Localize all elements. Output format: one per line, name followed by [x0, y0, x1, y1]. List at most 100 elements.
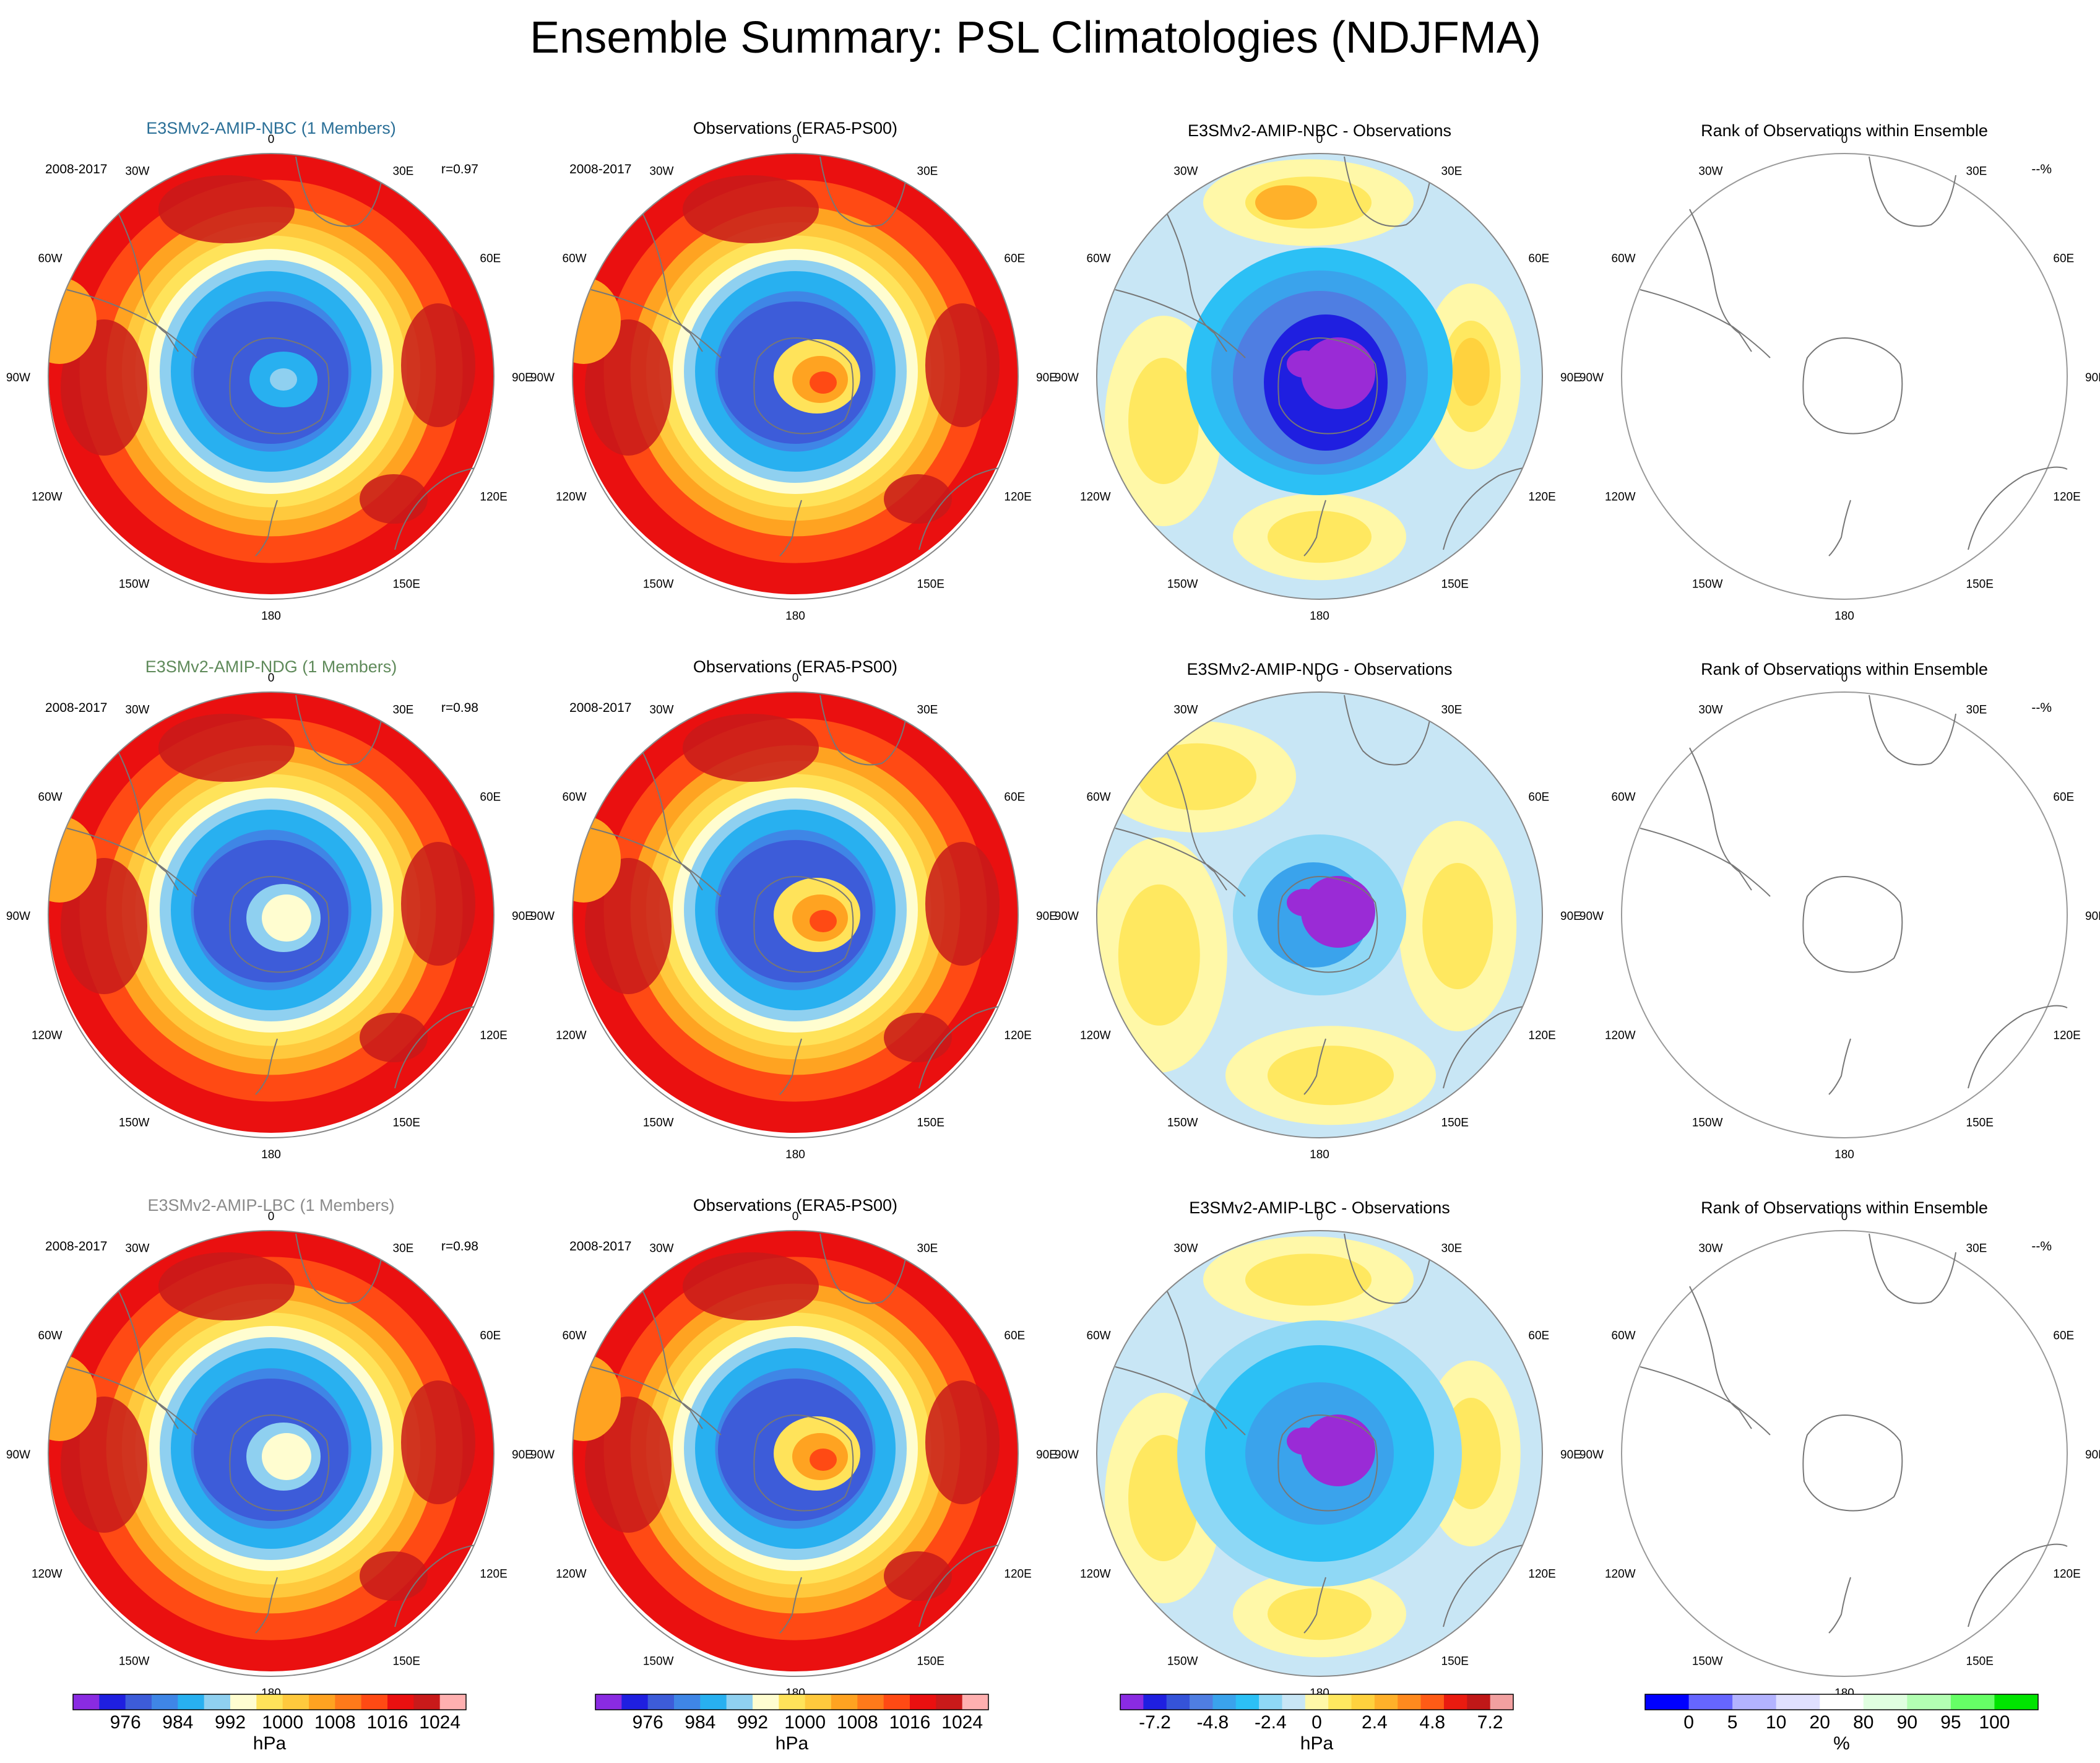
colorbar-swatch: [1305, 1694, 1329, 1710]
longitude-label: 150W: [119, 1116, 150, 1129]
coastline-south-america-cape: [116, 1286, 179, 1429]
longitude-label: 150W: [1692, 1116, 1723, 1129]
high-pressure-core: [884, 1551, 952, 1601]
colorbar-swatch: [125, 1694, 152, 1710]
high-pressure-core: [683, 1252, 819, 1320]
rank-note: --%: [2031, 1239, 2052, 1254]
longitude-label: 150E: [1441, 1655, 1469, 1668]
colorbar-tick-label: 2.4: [1362, 1712, 1388, 1733]
longitude-label: 60W: [38, 791, 63, 804]
longitude-label: 120E: [480, 491, 507, 504]
longitude-label: 30W: [1173, 1242, 1198, 1255]
longitude-label: 150E: [917, 1655, 944, 1668]
coastline-south-america: [1115, 289, 1246, 358]
coastline-africa: [1869, 695, 1956, 766]
map-boundary: [48, 691, 495, 1138]
longitude-label: 150E: [1441, 578, 1469, 591]
coastline-antarctica: [229, 337, 330, 435]
panel-model: E3SMv2-AMIP-NDG (1 Members) 2008-2017 r=0.…: [6, 657, 533, 1161]
longitude-label: 90W: [1055, 371, 1079, 384]
colorbar-swatch: [335, 1694, 362, 1710]
colorbar-swatch: [1259, 1694, 1282, 1710]
colorbar-swatch: [1212, 1694, 1237, 1710]
high-pressure-core: [158, 1252, 295, 1320]
longitude-label: 30W: [1173, 704, 1198, 717]
colorbar-tick-label: 984: [162, 1712, 193, 1733]
coastline-antarctica: [1802, 337, 1903, 435]
coastline-antarctica: [1802, 876, 1903, 973]
colorbar-swatch: [1950, 1694, 1995, 1710]
colorbar-tick-label: 1016: [889, 1712, 931, 1733]
coastline-antarctica: [1277, 1414, 1378, 1512]
coastline-africa: [295, 156, 383, 227]
high-pressure-core: [401, 303, 475, 427]
high-pressure-core: [884, 474, 952, 524]
coastline-south-america-cape: [640, 209, 703, 352]
psl-field: [48, 692, 494, 1133]
longitude-label: 60E: [480, 1330, 501, 1343]
longitude-label: 30W: [649, 704, 673, 717]
longitude-label: 180: [1310, 610, 1329, 623]
period-label: 2008-2017: [45, 162, 107, 176]
longitude-label: 0: [1841, 133, 1848, 146]
longitude-label: 90E: [512, 371, 533, 384]
high-pressure-core: [360, 1013, 428, 1062]
longitude-label: 150W: [1167, 1116, 1198, 1129]
longitude-label: 30E: [1441, 165, 1463, 178]
colorbar-swatch: [73, 1694, 100, 1710]
longitude-label: 150E: [1966, 578, 1994, 591]
longitude-label: 60E: [1004, 253, 1025, 266]
psl-field: [573, 1231, 1018, 1671]
longitude-label: 120W: [1605, 491, 1636, 504]
coastline-south-america: [590, 828, 722, 897]
longitude-label: 60E: [1528, 1330, 1549, 1343]
colorbar-tick-label: 7.2: [1477, 1712, 1503, 1733]
panel-title: E3SMv2-AMIP-NBC (1 Members): [146, 119, 396, 137]
rank-map: [1640, 695, 2068, 1095]
panel-rank: Rank of Observations within Ensemble --% 0…: [1579, 1198, 2100, 1700]
colorbar-swatch: [1166, 1694, 1190, 1710]
antarctic-plateau: [262, 1433, 311, 1480]
longitude-label: 60W: [1087, 1330, 1111, 1343]
colorbar-swatch: [152, 1694, 178, 1710]
longitude-label: 30W: [125, 165, 149, 178]
coastline-south-america-cape: [1689, 747, 1752, 891]
colorbar-swatch: [1190, 1694, 1213, 1710]
longitude-label: 0: [1316, 672, 1323, 685]
high-pressure-core: [158, 714, 295, 782]
colorbar-tick-label: 80: [1853, 1712, 1873, 1733]
longitude-label: 90E: [1560, 371, 1581, 384]
coastline-australia: [1968, 1005, 2068, 1089]
colorbar-swatch: [857, 1694, 884, 1710]
rank-note: --%: [2031, 162, 2052, 176]
coastline-antarctica: [1802, 1414, 1903, 1512]
longitude-label: 120E: [2053, 1029, 2080, 1042]
map-boundary: [1096, 691, 1543, 1138]
positive-anomaly: [1422, 863, 1493, 989]
longitude-label: 120W: [556, 491, 587, 504]
coastline-new-zealand: [1303, 500, 1326, 557]
colorbar-tick-label: -4.8: [1197, 1712, 1229, 1733]
longitude-label: 120W: [1080, 1568, 1111, 1581]
correlation-label: r=0.97: [441, 162, 478, 176]
contour-band: [573, 277, 621, 364]
colorbar-tick-label: 1008: [837, 1712, 878, 1733]
psl-field: [573, 154, 1018, 594]
longitude-label: 120E: [1004, 1568, 1031, 1581]
panel-title: E3SMv2-AMIP-LBC (1 Members): [147, 1196, 394, 1215]
colorbar-tick-label: 992: [737, 1712, 768, 1733]
contour-band: [48, 277, 97, 364]
longitude-label: 30W: [125, 1242, 149, 1255]
antarctic-plateau: [262, 894, 311, 942]
longitude-label: 120W: [556, 1029, 587, 1042]
high-pressure-core: [884, 1013, 952, 1062]
longitude-label: 60E: [480, 253, 501, 266]
strong-negative-anomaly: [1287, 889, 1321, 916]
coastline-new-zealand: [779, 1038, 802, 1095]
coastline-south-america-cape: [116, 747, 179, 891]
colorbar-tick-label: 0: [1311, 1712, 1322, 1733]
rank-note: --%: [2031, 701, 2052, 715]
period-label: 2008-2017: [45, 1239, 107, 1254]
coastline-new-zealand: [1828, 500, 1851, 557]
longitude-label: 120E: [2053, 491, 2080, 504]
